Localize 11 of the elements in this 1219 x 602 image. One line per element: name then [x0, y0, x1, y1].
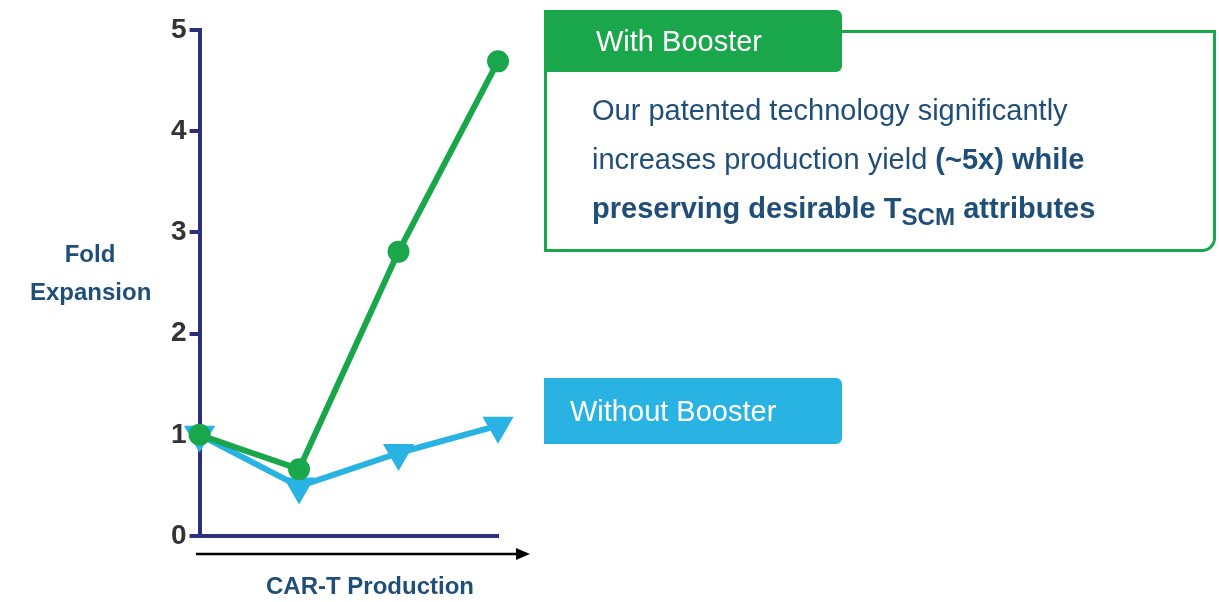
y-tick-label: 2 [170, 316, 187, 348]
y-tick-label: 5 [170, 12, 187, 44]
y-tick-label: 0 [170, 518, 187, 550]
y-tick-label: 1 [170, 417, 187, 449]
y-tick-label: 3 [170, 215, 187, 247]
text: Our patented technology significantly increases production yield (~5x) while preserving desirable T$_{SCM}$ attributes [592, 94, 1096, 230]
y-axis-title: Fold Expansion [30, 239, 152, 307]
x-axis-title: CAR-T Production [265, 572, 475, 600]
y-tick-label: 4 [170, 113, 187, 145]
text: With Booster [544, 10, 842, 72]
text: Without Booster [544, 378, 842, 444]
